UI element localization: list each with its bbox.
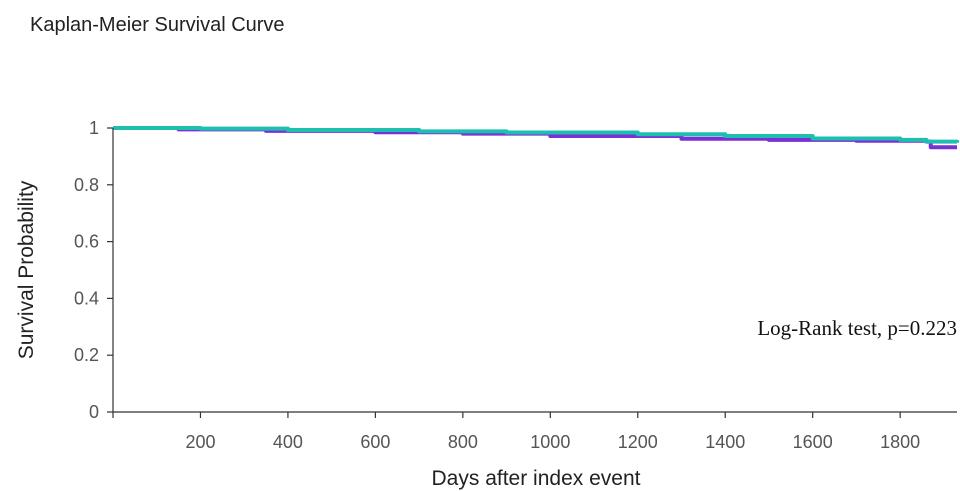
y-tick-label: 0.6 xyxy=(74,232,99,252)
survival-series-2 xyxy=(113,126,959,144)
y-tick-label: 0.2 xyxy=(74,345,99,365)
x-tick-label: 400 xyxy=(273,432,303,452)
y-tick-label: 0.8 xyxy=(74,175,99,195)
x-tick-label: 1800 xyxy=(880,432,920,452)
chart-title: Kaplan-Meier Survival Curve xyxy=(30,14,285,36)
y-ticks: 0 0.2 0.4 0.6 0.8 1 xyxy=(74,118,113,422)
x-tick-label: 200 xyxy=(185,432,215,452)
y-tick-label: 0.4 xyxy=(74,288,99,308)
x-tick-label: 800 xyxy=(448,432,478,452)
log-rank-annotation: Log-Rank test, p=0.223 xyxy=(757,316,957,340)
y-axis-label: Survival Probability xyxy=(15,180,38,359)
x-axis-label: Days after index event xyxy=(432,467,641,490)
y-tick-label: 1 xyxy=(89,118,99,138)
y-tick-label: 0 xyxy=(89,402,99,422)
series-layer xyxy=(113,126,959,150)
x-tick-label: 1400 xyxy=(705,432,745,452)
x-tick-label: 1200 xyxy=(618,432,658,452)
x-tick-label: 1000 xyxy=(530,432,570,452)
x-tick-label: 1600 xyxy=(793,432,833,452)
x-tick-label: 600 xyxy=(360,432,390,452)
x-ticks: 200 400 600 800 1000 1200 1400 1600 1800 xyxy=(112,412,920,452)
